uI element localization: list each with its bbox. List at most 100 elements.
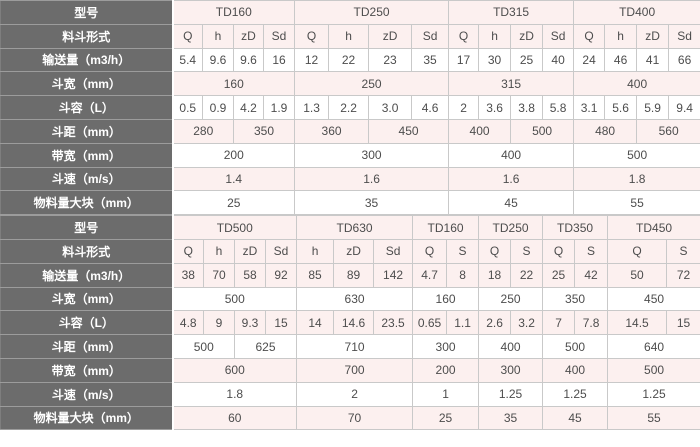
- capacity-cell: 40: [542, 47, 575, 73]
- speed-cell: 1.6: [294, 166, 450, 192]
- spec-sheet: 型号 TD160 TD250 TD315 TD400 料斗形式 Q h zD S…: [0, 0, 700, 431]
- capacity-cell: 41: [636, 47, 670, 73]
- capacity-cell: 8: [446, 262, 480, 288]
- row-label-bucket-form: 料斗形式: [0, 238, 174, 264]
- capacity-cell: 25: [542, 262, 576, 288]
- capacity-cell: 92: [264, 262, 298, 288]
- bucket-volume-cell: 9: [203, 310, 235, 336]
- bucket-width-cell: 250: [294, 71, 450, 97]
- spec-table-bottom: 型号 TD500 TD630 TD160 TD250 TD350 TD450 料…: [0, 215, 700, 431]
- capacity-cell: 17: [448, 47, 480, 73]
- table-row-bucket-pitch: 斗距（mm） 280 350 360 450 400 500 480 560: [0, 118, 700, 144]
- capacity-cell: 42: [574, 262, 609, 288]
- row-label-capacity: 输送量（m3/h）: [0, 47, 174, 73]
- bucket-volume-cell: 1.9: [262, 95, 296, 120]
- capacity-cell: 38: [172, 262, 204, 288]
- bucket-form-cell: Q: [573, 23, 606, 49]
- bucket-form-cell: Q: [412, 238, 448, 264]
- row-label-model: 型号: [0, 0, 174, 25]
- capacity-cell: 4.7: [412, 262, 448, 288]
- row-label-bucket-pitch: 斗距（mm）: [0, 334, 174, 359]
- bucket-pitch-cell: 500: [510, 118, 575, 144]
- capacity-cell: 35: [411, 47, 450, 73]
- capacity-cell: 12: [294, 47, 330, 73]
- bucket-volume-cell: 4.8: [172, 310, 204, 336]
- bucket-form-cell: Sd: [411, 23, 450, 49]
- table-row-model: 型号 TD500 TD630 TD160 TD250 TD350 TD450: [0, 215, 700, 240]
- row-label-bucket-volume: 斗容（L）: [0, 310, 174, 336]
- bucket-pitch-cell: 710: [296, 334, 414, 359]
- bucket-form-cell: h: [478, 23, 512, 49]
- row-label-bucket-volume: 斗容（L）: [0, 95, 174, 120]
- bucket-form-cell: zD: [636, 23, 670, 49]
- bucket-width-cell: 500: [171, 286, 298, 312]
- bucket-width-cell: 160: [171, 71, 296, 97]
- model-cell: TD450: [607, 215, 700, 240]
- model-cell: TD630: [296, 215, 414, 240]
- bucket-pitch-cell: 500: [172, 334, 235, 359]
- bucket-form-cell: zD: [333, 238, 375, 264]
- belt-width-cell: 700: [296, 357, 414, 383]
- bucket-pitch-cell: 500: [542, 334, 609, 359]
- capacity-cell: 9.6: [233, 47, 264, 73]
- bucket-form-cell: S: [446, 238, 480, 264]
- capacity-cell: 30: [478, 47, 512, 73]
- speed-cell: 1.25: [478, 381, 544, 407]
- bucket-pitch-cell: 560: [636, 118, 700, 144]
- bucket-form-cell: S: [510, 238, 544, 264]
- bucket-volume-cell: 1.3: [294, 95, 330, 120]
- bucket-volume-cell: 5.8: [542, 95, 575, 120]
- capacity-cell: 18: [478, 262, 512, 288]
- max-lump-cell: 55: [607, 405, 700, 431]
- row-label-model: 型号: [0, 215, 174, 240]
- bucket-volume-cell: 5.9: [636, 95, 670, 120]
- bucket-form-cell: S: [666, 238, 700, 264]
- row-label-bucket-pitch: 斗距（mm）: [0, 118, 174, 144]
- capacity-cell: 50: [607, 262, 668, 288]
- model-cell: TD250: [294, 0, 450, 25]
- bucket-volume-cell: 3.0: [368, 95, 413, 120]
- max-lump-cell: 45: [448, 190, 575, 216]
- capacity-cell: 70: [203, 262, 235, 288]
- bucket-width-cell: 450: [607, 286, 700, 312]
- bucket-width-cell: 160: [412, 286, 480, 312]
- table-row-model: 型号 TD160 TD250 TD315 TD400: [0, 0, 700, 25]
- bucket-pitch-cell: 280: [172, 118, 234, 144]
- capacity-cell: 46: [604, 47, 638, 73]
- capacity-cell: 89: [333, 262, 375, 288]
- belt-width-cell: 300: [294, 142, 450, 168]
- bucket-form-cell: Sd: [668, 23, 700, 49]
- bucket-form-cell: Q: [607, 238, 668, 264]
- bucket-form-cell: Sd: [264, 238, 298, 264]
- bucket-pitch-cell: 450: [368, 118, 450, 144]
- max-lump-cell: 70: [296, 405, 414, 431]
- bucket-width-cell: 350: [542, 286, 609, 312]
- capacity-cell: 9.6: [202, 47, 234, 73]
- model-cell: TD315: [448, 0, 575, 25]
- bucket-volume-cell: 23.5: [373, 310, 414, 336]
- bucket-width-cell: 630: [296, 286, 414, 312]
- bucket-form-cell: zD: [233, 23, 264, 49]
- belt-width-cell: 200: [171, 142, 296, 168]
- speed-cell: 1: [412, 381, 480, 407]
- table-row-speed: 斗速（m/s） 1.4 1.6 1.6 1.8: [0, 166, 700, 192]
- belt-width-cell: 500: [573, 142, 700, 168]
- bucket-form-cell: Q: [542, 238, 576, 264]
- bucket-volume-cell: 2.6: [478, 310, 512, 336]
- bucket-form-cell: h: [203, 238, 235, 264]
- speed-cell: 1.25: [607, 381, 700, 407]
- row-label-capacity: 输送量（m3/h）: [0, 262, 174, 288]
- max-lump-cell: 35: [478, 405, 544, 431]
- belt-width-cell: 500: [607, 357, 700, 383]
- bucket-form-cell: Sd: [262, 23, 296, 49]
- bucket-volume-cell: 4.2: [233, 95, 264, 120]
- bucket-form-cell: h: [202, 23, 234, 49]
- bucket-volume-cell: 3.8: [510, 95, 544, 120]
- bucket-form-cell: h: [328, 23, 370, 49]
- bucket-volume-cell: 3.1: [573, 95, 606, 120]
- speed-cell: 1.25: [542, 381, 609, 407]
- row-label-max-lump: 物料量大块（mm）: [0, 405, 174, 431]
- bucket-pitch-cell: 400: [478, 334, 544, 359]
- bucket-form-cell: S: [574, 238, 609, 264]
- bucket-volume-cell: 0.5: [172, 95, 203, 120]
